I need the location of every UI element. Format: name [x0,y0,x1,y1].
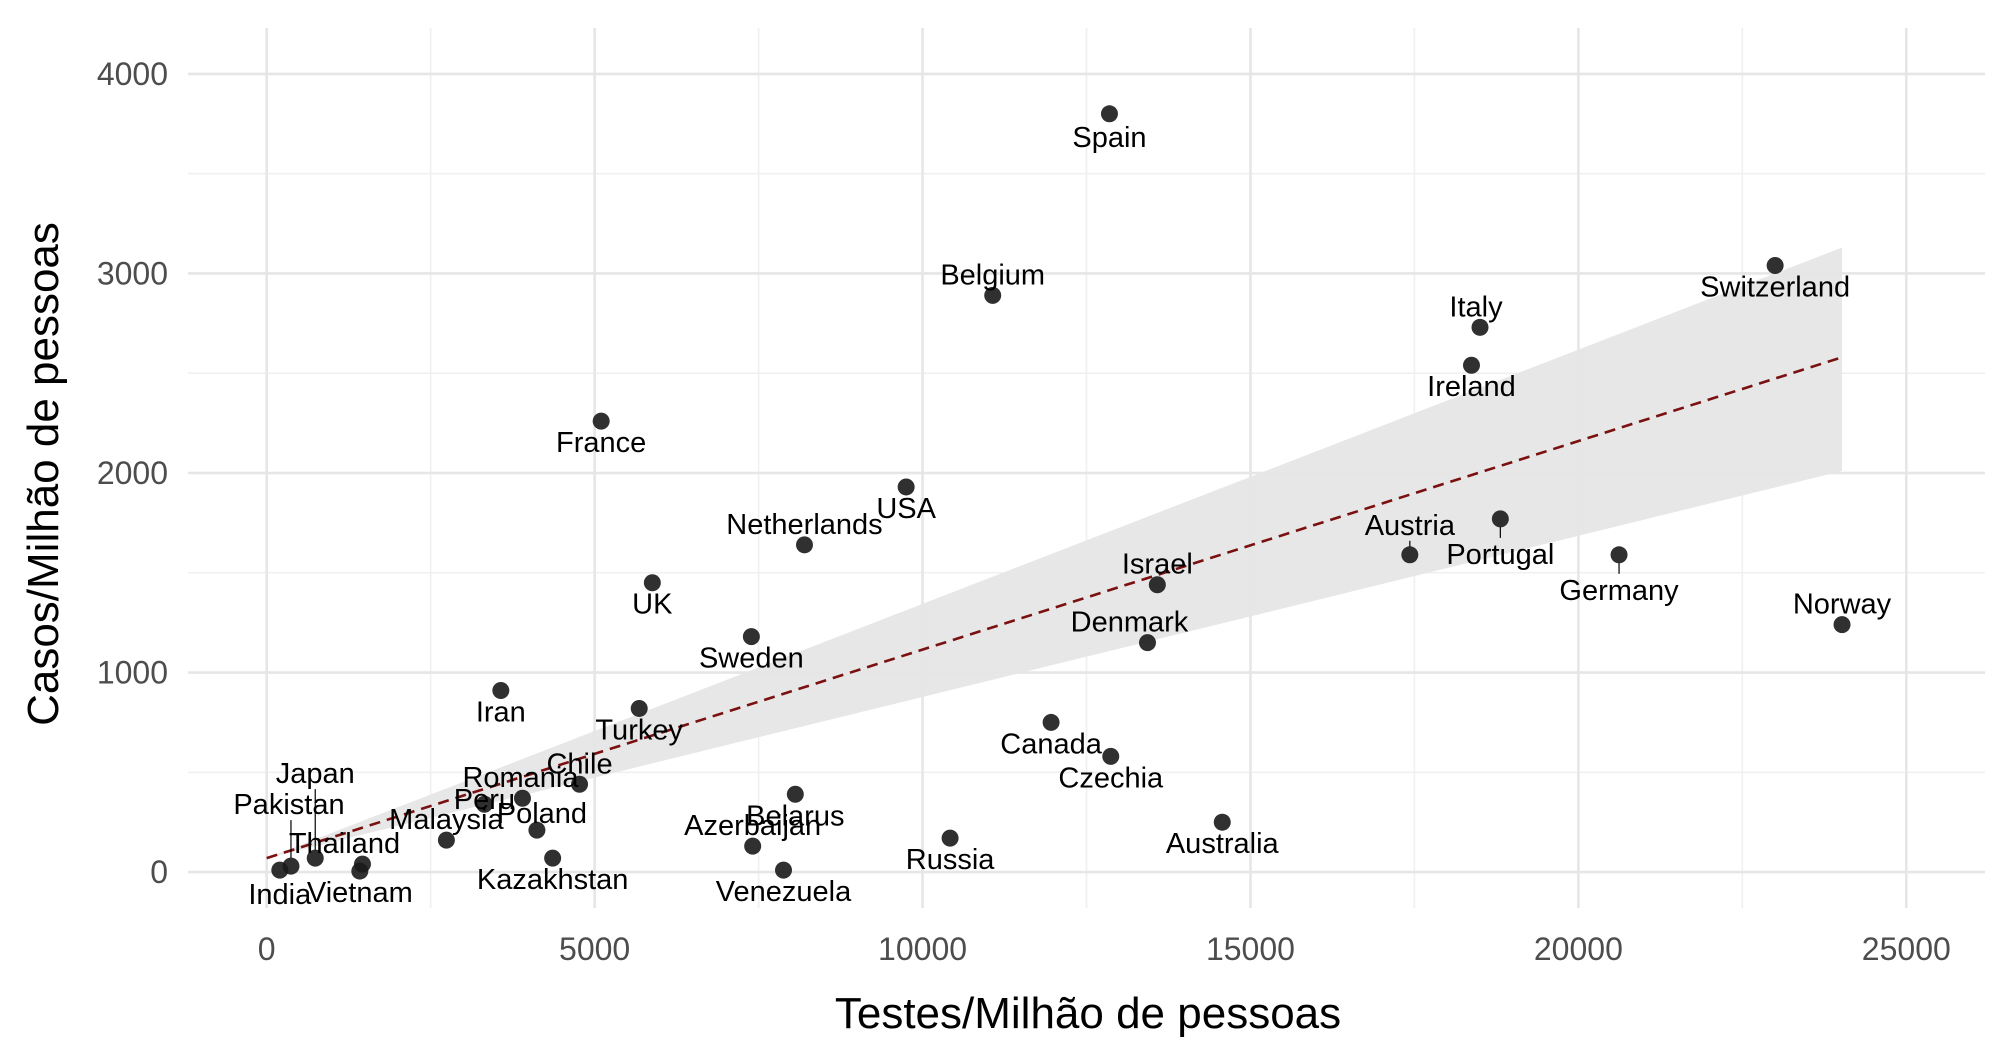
label-romania: Romania [462,762,579,794]
point-belgium [984,286,1002,304]
label-portugal: Portugal [1446,539,1554,571]
point-switzerland [1766,256,1784,274]
label-germany: Germany [1559,575,1679,607]
y-tick-label: 1000 [97,655,168,691]
x-axis-title: Testes/Milhão de pessoas [835,989,1341,1038]
y-tick-label: 4000 [97,56,168,92]
point-malaysia [437,831,455,849]
point-labels: Spain Belgium Switzerland Italy Ireland Franc… [233,122,1891,911]
y-tick-label: 3000 [97,255,168,291]
label-sweden: Sweden [699,643,804,675]
label-turkey: Turkey [595,714,683,746]
label-netherlands: Netherlands [726,509,882,541]
label-norway: Norway [1793,589,1892,621]
point-spain [1100,105,1118,123]
label-switzerland: Switzerland [1700,271,1850,303]
point-vietnam [351,862,369,880]
trend-line [266,356,1843,860]
point-chile [571,775,589,793]
point-azerbaijan [744,837,762,855]
label-japan: Japan [276,758,355,790]
point-germany [1610,546,1628,564]
y-axis-title: Casos/Milhão de pessoas [19,222,68,726]
point-denmark [1138,634,1156,652]
label-israel: Israel [1122,549,1193,581]
point-iran [492,681,510,699]
x-tick-label: 25000 [1862,931,1951,967]
point-kazakhstan [544,849,562,867]
label-kazakhstan: Kazakhstan [477,864,629,896]
label-azerbaijan: Azerbaijan [684,810,821,842]
label-czechia: Czechia [1058,762,1164,794]
point-sweden [742,628,760,646]
point-netherlands [795,536,813,554]
point-portugal [1491,510,1509,528]
x-tick-label: 0 [258,931,276,967]
label-iran: Iran [476,696,526,728]
label-russia: Russia [906,844,996,876]
label-thailand: Thailand [289,828,400,860]
confidence-band [266,247,1843,859]
label-france: France [556,427,646,459]
y-axis-ticks: 0 1000 2000 3000 4000 [97,56,168,890]
point-peru [475,795,493,813]
label-leaders [290,526,1620,859]
label-ireland: Ireland [1427,371,1516,403]
point-austria [1401,546,1419,564]
label-india: India [248,879,312,911]
label-chile: Chile [546,748,612,780]
x-tick-label: 20000 [1534,931,1623,967]
label-denmark: Denmark [1071,607,1189,639]
point-canada [1042,713,1060,731]
label-pakistan: Pakistan [233,789,344,821]
point-venezuela [775,861,793,879]
point-ireland [1462,356,1480,374]
label-malaysia: Malaysia [389,804,504,836]
label-australia: Australia [1166,828,1280,860]
point-czechia [1102,747,1120,765]
point-japan [306,849,324,867]
point-romania [513,789,531,807]
label-italy: Italy [1449,291,1503,323]
point-australia [1213,813,1231,831]
y-tick-label: 0 [150,854,168,890]
label-venezuela: Venezuela [716,876,852,908]
point-russia [941,829,959,847]
label-peru: Peru [454,784,515,816]
label-vietnam: Vietnam [307,877,413,909]
point-israel [1148,576,1166,594]
x-tick-label: 15000 [1206,931,1295,967]
point-belarus [786,785,804,803]
point-india [271,861,289,879]
label-poland: Poland [497,798,587,830]
label-usa: USA [876,493,936,525]
point-uk [643,574,661,592]
label-canada: Canada [1000,728,1102,760]
point-usa [897,478,915,496]
label-spain: Spain [1072,122,1146,154]
label-belarus: Belarus [746,800,844,832]
label-belgium: Belgium [940,259,1045,291]
point-italy [1471,318,1489,336]
label-austria: Austria [1365,510,1456,542]
y-tick-label: 2000 [97,455,168,491]
data-points [271,105,1851,880]
x-tick-label: 10000 [878,931,967,967]
point-poland [528,821,546,839]
point-turkey [630,699,648,717]
label-uk: UK [632,589,673,621]
x-axis-ticks: 0 5000 10000 15000 20000 25000 [258,931,1951,967]
point-norway [1833,616,1851,634]
x-tick-label: 5000 [559,931,630,967]
point-france [592,412,610,430]
